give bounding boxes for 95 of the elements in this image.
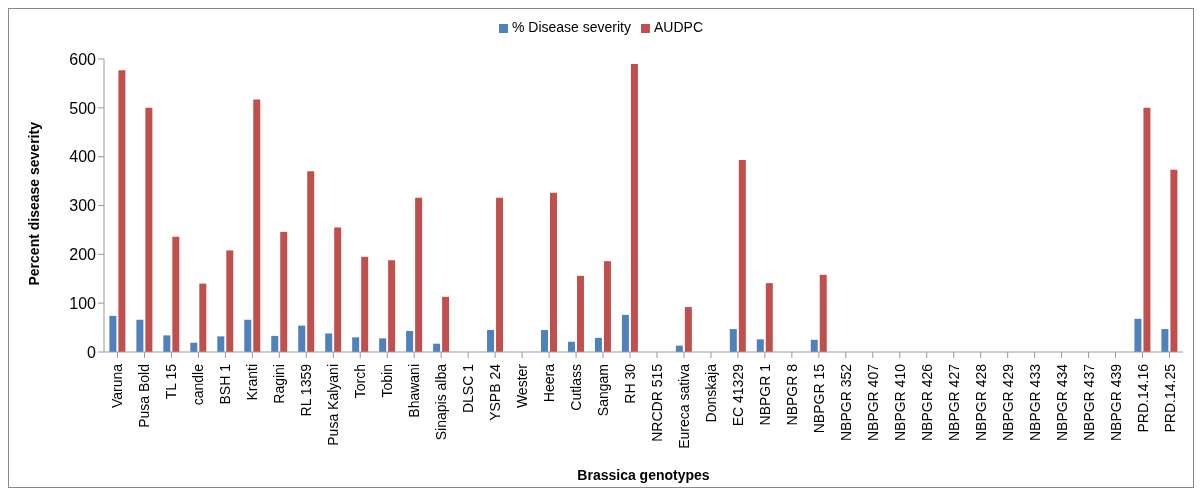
x-tick-label: Wester — [514, 363, 531, 409]
bar — [325, 333, 333, 352]
bar — [738, 160, 746, 352]
bar — [550, 192, 557, 352]
bar — [406, 331, 414, 352]
bar — [352, 337, 360, 352]
x-tick-label: Pusa Kalyani — [325, 364, 342, 446]
x-tick-label: NRCDR 515 — [648, 363, 665, 442]
x-tick-label: Torch — [352, 364, 369, 399]
bar — [298, 325, 306, 352]
x-tick-label: Bhawani — [406, 364, 423, 418]
bar — [603, 261, 611, 352]
bar — [541, 330, 548, 352]
bar — [388, 260, 396, 352]
x-tick-label: Cutlass — [568, 364, 585, 411]
x-tick-label: NBPGR 439 — [1107, 363, 1124, 442]
x-tick-label: NBPGR 429 — [999, 363, 1016, 442]
x-tick-label: YSPB 24 — [487, 363, 504, 421]
bar — [621, 314, 629, 352]
bar — [819, 274, 827, 352]
bar — [280, 231, 288, 352]
x-tick-label: NBPGR 1 — [756, 363, 773, 426]
bar — [361, 256, 369, 352]
bar — [172, 236, 180, 352]
bar — [253, 99, 261, 352]
bar — [199, 283, 207, 352]
x-tick-label: Ragini — [271, 364, 288, 404]
bar — [415, 197, 423, 352]
y-tick-label: 600 — [69, 50, 97, 68]
bar — [1170, 169, 1178, 352]
x-tick-label: NBPGR 8 — [783, 363, 800, 426]
x-axis-title: Brassica genotypes — [577, 467, 710, 483]
x-tick-label: Sangam — [595, 364, 612, 417]
x-tick-label: Varuna — [109, 363, 126, 409]
x-tick-label: NBPGR 433 — [1026, 363, 1043, 442]
x-tick-label: NBPGR 407 — [864, 363, 881, 442]
bar — [810, 339, 818, 352]
bar — [487, 330, 495, 352]
bar — [145, 107, 153, 352]
x-tick-label: TL 15 — [163, 363, 180, 400]
y-axis-title: Percent disease severity — [25, 121, 42, 286]
legend-label: AUDPC — [654, 19, 704, 35]
y-tick-label: 0 — [87, 343, 97, 361]
bar — [109, 315, 117, 352]
bar — [307, 171, 315, 352]
x-tick-label: candle — [190, 363, 207, 406]
x-tick-label: RL 1359 — [298, 363, 315, 417]
bar — [217, 336, 225, 352]
x-tick-label: NBPGR 352 — [837, 363, 854, 442]
x-tick-label: Kranti — [244, 364, 261, 401]
bar — [442, 296, 450, 352]
x-tick-label: Donskaja — [702, 363, 719, 423]
bar — [334, 227, 342, 352]
bar — [630, 63, 638, 352]
bar — [136, 319, 144, 352]
bar — [1134, 318, 1142, 352]
bar — [684, 307, 692, 352]
x-tick-label: DLSC 1 — [460, 363, 477, 414]
x-tick-label: PRD.14.25 — [1161, 363, 1178, 433]
x-tick-label: Eureca sativa — [675, 363, 692, 449]
bar — [226, 250, 234, 352]
x-tick-label: NBPGR 427 — [945, 363, 962, 442]
x-tick-label: Tobin — [379, 364, 396, 398]
y-tick-label: 400 — [69, 148, 97, 166]
bar — [496, 197, 504, 352]
x-tick-label: BSH 1 — [217, 363, 234, 405]
x-tick-label: Pusa Bold — [136, 364, 153, 428]
x-tick-label: NBPGR 410 — [891, 363, 908, 442]
bar — [576, 275, 584, 352]
x-tick-label: Heera — [541, 363, 558, 403]
x-tick-label: PRD.14.16 — [1134, 363, 1151, 433]
bar — [1143, 107, 1151, 352]
x-tick-label: EC 41329 — [729, 363, 746, 427]
x-tick-label: RH 30 — [622, 363, 639, 404]
x-tick-label: NBPGR 437 — [1080, 363, 1097, 442]
x-tick-label: Sinapis alba — [433, 363, 450, 441]
bar — [118, 70, 126, 352]
bar — [163, 335, 171, 352]
bar — [729, 329, 737, 352]
bar — [756, 339, 764, 352]
bar — [594, 337, 602, 352]
x-tick-label: NBPGR 426 — [918, 363, 935, 442]
y-tick-label: 300 — [69, 197, 97, 215]
y-tick-label: 100 — [69, 294, 97, 312]
bar — [244, 319, 252, 352]
bar — [271, 335, 279, 352]
y-tick-label: 200 — [69, 246, 97, 264]
y-tick-label: 500 — [69, 99, 97, 117]
x-tick-label: NBPGR 15 — [810, 363, 827, 434]
x-tick-label: NBPGR 434 — [1053, 363, 1070, 442]
legend-label: % Disease severity — [511, 19, 632, 35]
bar — [765, 283, 773, 352]
bar — [1161, 329, 1169, 352]
x-tick-label: NBPGR 428 — [972, 363, 989, 442]
bar — [379, 338, 387, 352]
